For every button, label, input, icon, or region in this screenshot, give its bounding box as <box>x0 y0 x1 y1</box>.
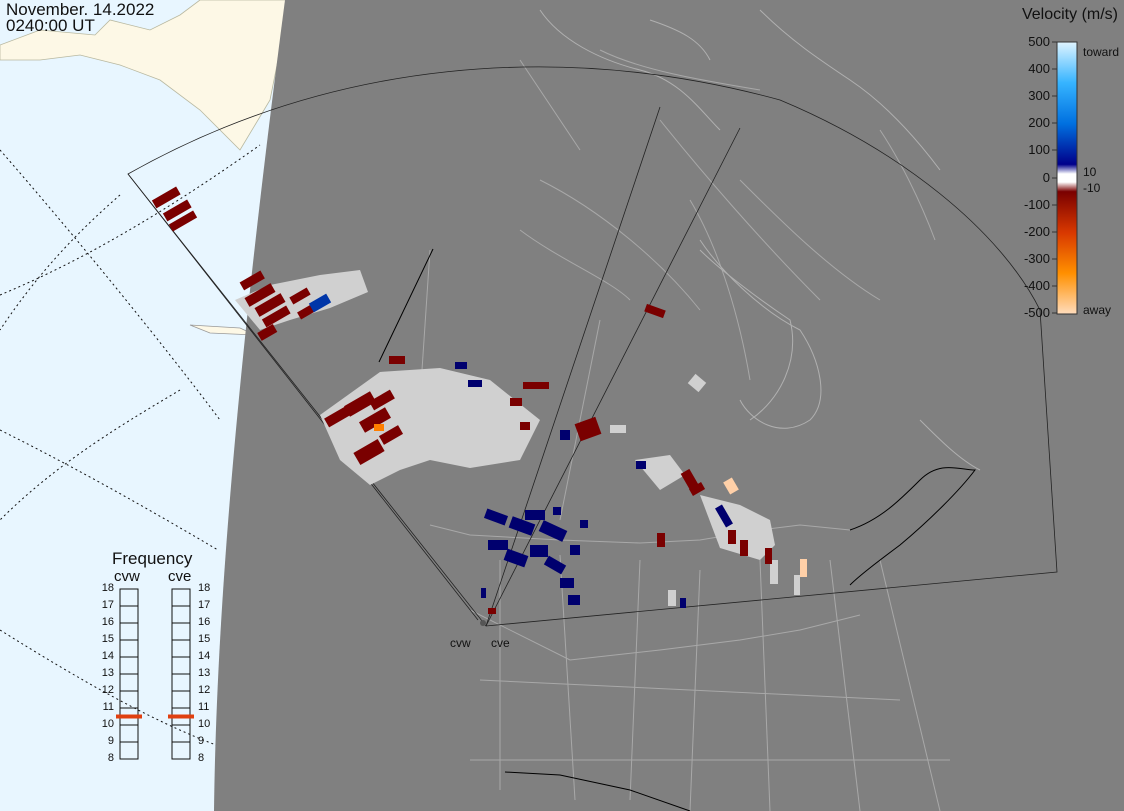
colorbar-tick-label: -300 <box>1023 250 1050 266</box>
frequency-label-cve: cve <box>168 568 192 585</box>
frequency-tick-left: 11 <box>102 701 114 713</box>
frequency-tick-right: 9 <box>198 735 205 747</box>
colorbar-tick-label: -400 <box>1023 277 1050 293</box>
daylight-land-alaska <box>0 0 291 151</box>
frequency-tick-left: 14 <box>101 650 114 662</box>
colorbar-tick-label: 100 <box>1028 142 1050 158</box>
frequency-tick-left: 12 <box>101 684 114 696</box>
velocity-colorbar <box>1056 41 1078 315</box>
frequency-tick-right: 8 <box>198 752 205 764</box>
frequency-panel-frames <box>119 588 191 760</box>
velocity-away-echoes <box>151 186 772 614</box>
frequency-tick-left: 18 <box>101 582 114 594</box>
frequency-tick-right: 17 <box>198 599 211 611</box>
colorbar-tick-label: 300 <box>1028 88 1050 104</box>
colorbar-toward-label: toward <box>1083 45 1120 59</box>
frequency-title: Frequency <box>112 549 193 568</box>
time-label: 0240:00 UT <box>6 16 95 35</box>
velocity-away-orange-cell <box>374 424 384 431</box>
coastlines <box>539 9 981 471</box>
frequency-tick-left: 10 <box>101 718 114 730</box>
night-region <box>214 0 1124 811</box>
colorbar-tick-label: 500 <box>1028 34 1050 49</box>
colorbar-minus10-label: -10 <box>1083 181 1101 195</box>
frequency-tick-left: 13 <box>101 667 114 679</box>
frequency-tick-left: 9 <box>107 735 114 747</box>
colorbar-tick-label: -500 <box>1023 305 1050 320</box>
latitude-longitude-grid <box>0 144 261 746</box>
date-label: November. 14.2022 <box>6 0 155 19</box>
colorbar-tick-label: 0 <box>1042 169 1050 185</box>
velocity-away-light-cell <box>723 477 739 495</box>
colorbar-tick-label: 400 <box>1028 61 1050 77</box>
velocity-toward-echoes <box>455 362 733 608</box>
velocity-away-light-cell-2 <box>800 559 807 577</box>
colorbar-tick-label: -200 <box>1023 223 1050 239</box>
black-coastline <box>378 248 976 811</box>
velocity-toward-bright-cell <box>308 293 332 313</box>
station-label-cve: cve <box>491 636 510 650</box>
frequency-tick-right: 10 <box>198 718 211 730</box>
frequency-tick-left: 16 <box>101 616 114 628</box>
station-marker-cvw <box>480 620 486 626</box>
colorbar-tick-label: 200 <box>1028 115 1050 131</box>
colorbar-tick-label: -100 <box>1023 196 1050 212</box>
frequency-tick-right: 11 <box>198 701 210 713</box>
frequency-tick-left: 17 <box>101 599 114 611</box>
frequency-tick-right: 18 <box>198 582 211 594</box>
hudson-bay-outline <box>699 239 822 429</box>
frequency-tick-right: 15 <box>198 633 211 645</box>
frequency-tick-left: 8 <box>107 752 114 764</box>
frequency-tick-right: 16 <box>198 616 211 628</box>
frequency-tick-right: 12 <box>198 684 211 696</box>
frequency-label-cvw: cvw <box>114 568 140 585</box>
station-label-cvw: cvw <box>450 636 471 650</box>
colorbar-away-label: away <box>1083 303 1112 317</box>
frequency-tick-right: 14 <box>198 650 211 662</box>
frequency-tick-left: 15 <box>101 633 114 645</box>
colorbar-tick-marks <box>1052 41 1057 314</box>
radar-fov-outlines <box>127 66 1058 627</box>
colorbar-plus10-label: 10 <box>1083 165 1097 179</box>
colorbar-title: Velocity (m/s) <box>1021 6 1118 23</box>
frequency-tick-right: 13 <box>198 667 211 679</box>
